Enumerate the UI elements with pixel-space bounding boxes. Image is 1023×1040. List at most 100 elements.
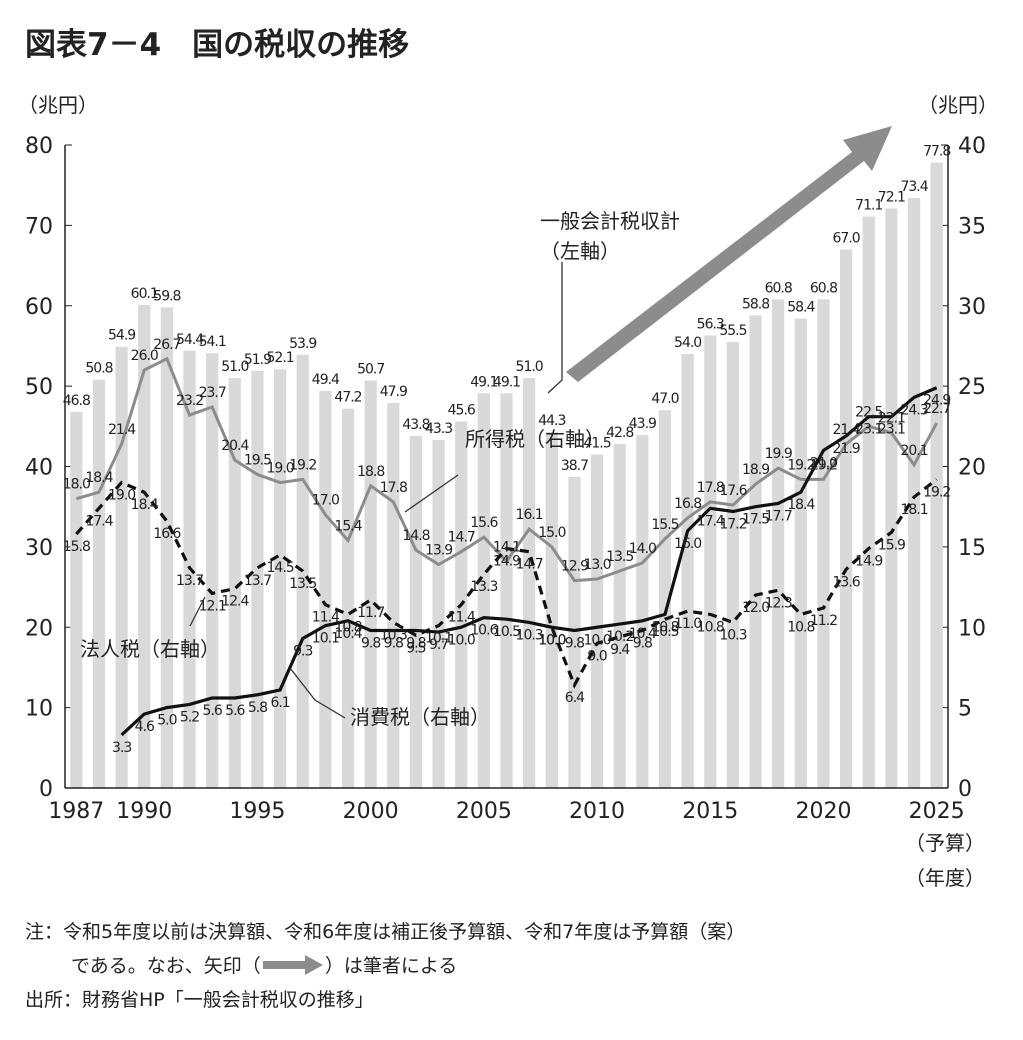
value-label: 14.0	[629, 541, 656, 557]
value-label: 44.3	[538, 413, 565, 429]
value-label: 23.1	[878, 422, 905, 438]
value-label: 11.7	[357, 605, 384, 621]
value-label: 10.4	[334, 626, 362, 642]
value-label: 13.9	[425, 543, 452, 559]
value-label: 18.1	[900, 502, 927, 518]
value-label: 11.2	[810, 613, 837, 629]
y-tick-label: 70	[25, 214, 53, 239]
value-label: 14.9	[855, 553, 882, 569]
value-label: 14.7	[448, 530, 475, 546]
value-label: 17.8	[697, 480, 724, 496]
value-label: 9.7	[429, 637, 448, 653]
value-label: 54.0	[674, 335, 701, 351]
value-label: 10.1	[312, 631, 339, 647]
value-label: 54.1	[199, 334, 226, 350]
value-label: 9.8	[384, 635, 403, 651]
leader-lines	[189, 262, 563, 719]
value-label: 5.6	[225, 703, 245, 719]
y2-tick-label: 15	[958, 536, 986, 561]
value-label: 10.8	[697, 619, 724, 635]
notes: 注：令和5年度以前は決算額、令和6年度は補正後予算額、令和7年度は予算額（案） …	[25, 915, 745, 1017]
value-label: 10.6	[470, 623, 498, 639]
value-label: 17.2	[719, 517, 746, 533]
value-label: 53.9	[289, 336, 316, 352]
value-label: 71.1	[855, 198, 882, 214]
note: 注：令和5年度以前は決算額、令和6年度は補正後予算額、令和7年度は予算額（案）	[25, 921, 746, 943]
bar	[92, 379, 106, 788]
bar	[726, 341, 740, 788]
value-label: 9.3	[293, 644, 312, 660]
value-label: 10.8	[334, 619, 361, 635]
value-label: 51.0	[516, 359, 543, 375]
value-label: 14.8	[402, 528, 429, 544]
y2-tick-label: 40	[958, 134, 986, 159]
value-label: 10.8	[787, 619, 814, 635]
value-label: 5.8	[248, 700, 267, 716]
value-label: 19.2	[787, 457, 814, 473]
y-tick-label: 0	[39, 777, 53, 802]
value-label: 23.7	[199, 385, 226, 401]
value-label: 11.4	[448, 610, 476, 626]
line	[120, 386, 938, 737]
bar	[930, 162, 943, 788]
value-label: 15.0	[538, 525, 565, 541]
bar	[160, 307, 173, 788]
bar	[500, 393, 513, 788]
value-label: 15.6	[470, 515, 498, 531]
value-label: 15.5	[651, 517, 678, 533]
value-label: 52.1	[267, 350, 294, 366]
x-note: （予算）	[905, 831, 985, 855]
bar	[523, 378, 536, 788]
value-label: 60.8	[810, 280, 837, 296]
value-label: 3.3	[112, 740, 131, 756]
value-label: 5.0	[157, 713, 176, 729]
value-label: 15.8	[63, 539, 90, 555]
value-label: 43.3	[425, 421, 452, 437]
bar	[70, 411, 83, 788]
value-label: 14.5	[267, 560, 294, 576]
value-label: 24.3	[900, 402, 927, 418]
line	[75, 478, 938, 689]
value-label: 16.1	[516, 507, 543, 523]
trend-arrow	[566, 126, 892, 382]
bar	[115, 346, 128, 788]
value-label: 6.1	[270, 695, 289, 711]
value-label: 47.2	[334, 390, 361, 406]
value-label: 9.8	[406, 635, 425, 651]
value-label: 10.0	[448, 632, 475, 648]
value-label: 60.8	[765, 280, 792, 296]
value-label: 12.9	[561, 559, 588, 575]
value-label: 46.8	[63, 393, 90, 409]
value-label: 18.9	[742, 462, 769, 478]
value-label: 14.1	[493, 539, 520, 555]
y-tick-label: 20	[25, 616, 53, 641]
value-label: 16.0	[674, 536, 701, 552]
series-label: 法人税（右軸）	[80, 637, 220, 661]
x-tick-label: 2010	[569, 799, 625, 824]
series-label: 一般会計税収計	[540, 209, 680, 233]
bar	[477, 393, 490, 788]
value-label: 41.5	[583, 435, 610, 451]
value-label: 9.5	[406, 640, 425, 656]
bar	[840, 249, 853, 789]
bar	[658, 410, 672, 788]
y-tick-label: 50	[25, 375, 53, 400]
bar	[817, 299, 830, 788]
y2-tick-label: 0	[958, 777, 972, 802]
bar	[681, 353, 694, 788]
value-label: 19.0	[267, 461, 294, 477]
value-label: 10.2	[606, 629, 633, 645]
value-label: 11.4	[312, 610, 340, 626]
value-label: 72.1	[878, 189, 905, 205]
value-label: 19.2	[923, 484, 950, 500]
value-label: 17.6	[719, 483, 747, 499]
value-label: 10.3	[719, 627, 746, 643]
y2-tick-label: 20	[958, 456, 986, 481]
value-label: 18.4	[131, 497, 159, 513]
value-label: 6.4	[565, 690, 585, 706]
bar	[319, 390, 332, 788]
value-label: 18.4	[787, 497, 815, 513]
value-label: 19.2	[810, 457, 837, 473]
